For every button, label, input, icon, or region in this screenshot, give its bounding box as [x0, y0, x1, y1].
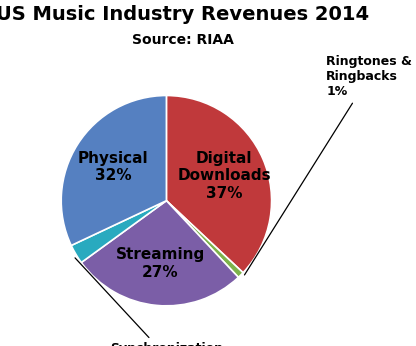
Text: Physical
32%: Physical 32%	[78, 151, 149, 183]
Wedge shape	[71, 201, 166, 263]
Text: Source: RIAA: Source: RIAA	[132, 33, 234, 47]
Wedge shape	[166, 95, 272, 273]
Wedge shape	[81, 201, 238, 306]
Text: Digital
Downloads
37%: Digital Downloads 37%	[178, 151, 271, 201]
Wedge shape	[166, 201, 243, 277]
Text: Streaming
27%: Streaming 27%	[116, 247, 205, 280]
Text: Ringtones &
Ringbacks
1%: Ringtones & Ringbacks 1%	[245, 55, 412, 275]
Text: Synchronization
3%: Synchronization 3%	[75, 258, 223, 346]
Wedge shape	[61, 95, 166, 245]
Text: US Music Industry Revenues 2014: US Music Industry Revenues 2014	[0, 5, 369, 24]
